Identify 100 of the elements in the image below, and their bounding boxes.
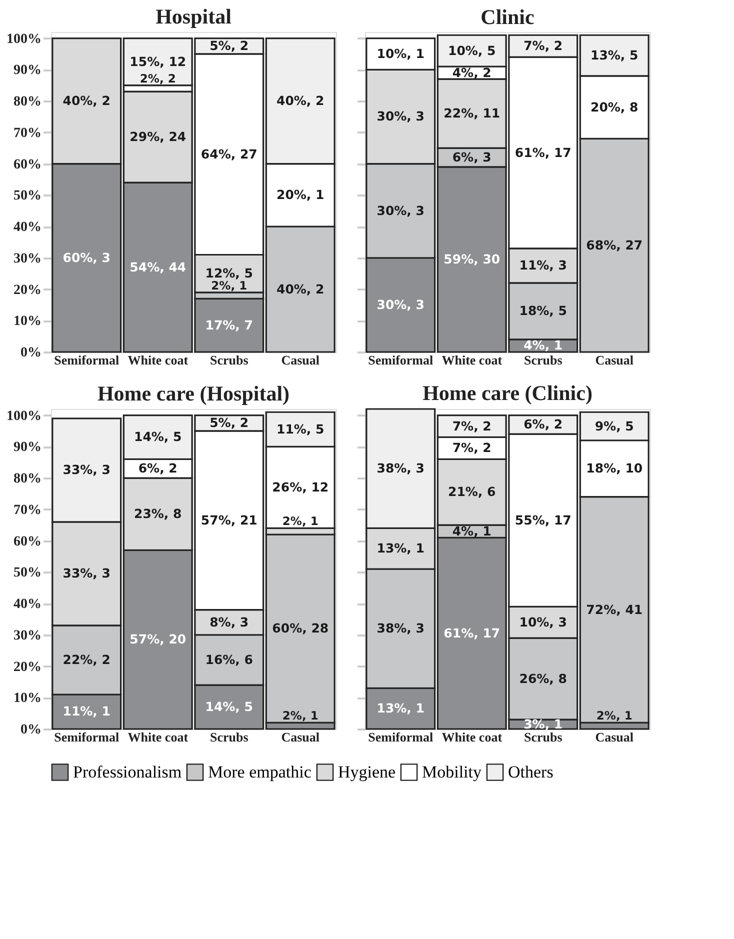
x-tick-label: Scrubs [524, 352, 562, 368]
x-tick-label: White coat [442, 730, 503, 744]
data-label: 29%, 24 [130, 129, 186, 144]
x-tick-label: Semiformal [368, 730, 434, 744]
data-label: 4%, 1 [452, 523, 492, 538]
chart-title: Hospital [156, 4, 232, 28]
chart-title: Clinic [480, 5, 534, 29]
y-tick-label: 40% [14, 597, 42, 612]
legend-label: Others [508, 762, 554, 782]
data-label: 6%, 2 [524, 416, 563, 432]
legend-label: More empathic [208, 762, 312, 782]
y-tick-label: 10% [14, 691, 42, 706]
y-tick-label: 60% [14, 157, 42, 172]
data-label: 21%, 6 [448, 484, 496, 500]
data-label: 5%, 2 [210, 38, 249, 54]
data-label: 38%, 3 [376, 620, 424, 636]
data-label: 13%, 1 [376, 700, 424, 716]
x-tick-label: Scrubs [524, 730, 562, 744]
x-tick-label: White coat [128, 730, 189, 744]
data-label: 7%, 2 [452, 440, 492, 456]
data-label: 8%, 3 [210, 614, 249, 630]
y-tick-label: 30% [14, 628, 42, 644]
data-label: 18%, 5 [519, 303, 567, 318]
data-label: 30%, 3 [376, 296, 424, 312]
data-label: 60%, 28 [272, 620, 329, 636]
x-tick-label: Scrubs [210, 730, 248, 744]
data-label: 4%, 1 [524, 338, 563, 353]
data-label: 57%, 21 [200, 512, 258, 528]
data-label: 7%, 2 [524, 38, 563, 54]
x-tick-label: Casual [281, 730, 320, 744]
x-tick-label: White coat [128, 352, 189, 368]
y-tick-label: 50% [14, 188, 42, 204]
data-label: 17%, 7 [205, 317, 253, 332]
y-tick-label: 90% [14, 440, 42, 456]
y-tick-label: 0% [20, 346, 42, 360]
chart-title: Home care (Hospital) [97, 381, 290, 406]
y-tick-label: 0% [20, 722, 42, 738]
data-label: 30%, 3 [376, 108, 424, 124]
legend-label: Mobility [422, 762, 482, 782]
x-tick-label: Casual [281, 352, 320, 368]
data-label: 4%, 2 [452, 64, 492, 80]
data-label: 38%, 3 [376, 460, 424, 476]
y-tick-label: 70% [14, 502, 42, 518]
x-tick-label: Semiformal [368, 352, 434, 368]
y-tick-label: 30% [14, 251, 42, 266]
legend-label: Hygiene [338, 762, 396, 782]
data-label: 33%, 3 [62, 462, 110, 478]
data-label: 40%, 2 [276, 281, 324, 296]
y-tick-label: 10% [14, 314, 42, 330]
data-label: 11%, 1 [62, 704, 110, 719]
data-label: 40%, 2 [276, 93, 324, 108]
data-label: 16%, 6 [205, 652, 254, 667]
data-label: 2%, 1 [211, 278, 248, 292]
data-label: 55%, 17 [514, 512, 572, 528]
data-label: 10%, 5 [448, 42, 496, 58]
data-label: 20%, 8 [590, 99, 638, 114]
y-tick-label: 40% [14, 220, 42, 236]
data-label: 40%, 2 [62, 93, 110, 108]
data-label: 68%, 27 [586, 237, 643, 252]
y-tick-label: 20% [14, 282, 42, 298]
data-label: 11%, 5 [276, 421, 324, 436]
data-label: 3%, 1 [524, 716, 563, 732]
data-label: 22%, 2 [62, 652, 110, 667]
data-label: 26%, 12 [272, 479, 329, 494]
data-label: 60%, 3 [62, 250, 110, 265]
data-label: 59%, 30 [444, 251, 500, 266]
chart-title: Home care (Clinic) [422, 381, 592, 406]
data-label: 6%, 2 [138, 460, 178, 476]
data-label: 10%, 3 [519, 614, 567, 630]
data-label: 61%, 17 [444, 625, 500, 640]
y-tick-label: 60% [14, 534, 42, 550]
y-tick-label: 100% [6, 408, 42, 424]
data-label: 22%, 11 [444, 106, 500, 121]
data-label: 11%, 3 [519, 258, 567, 273]
data-label: 7%, 2 [452, 418, 492, 434]
data-label: 61%, 17 [514, 144, 572, 160]
y-tick-label: 90% [14, 63, 42, 78]
y-tick-label: 80% [14, 472, 42, 487]
x-tick-label: Semiformal [54, 730, 120, 744]
data-label: 26%, 8 [519, 670, 567, 686]
y-tick-label: 50% [14, 566, 42, 581]
x-tick-label: Casual [595, 352, 634, 368]
y-tick-label: 70% [14, 126, 42, 141]
data-label: 14%, 5 [134, 429, 182, 444]
x-tick-label: Casual [595, 730, 634, 744]
data-label: 6%, 3 [452, 149, 492, 164]
data-label: 54%, 44 [130, 259, 186, 274]
data-label: 30%, 3 [376, 202, 424, 218]
data-label: 33%, 3 [62, 566, 110, 581]
y-tick-label: 100% [6, 32, 42, 47]
data-label: 72%, 41 [586, 602, 643, 617]
data-label: 14%, 5 [205, 699, 253, 714]
data-label: 20%, 1 [276, 187, 324, 202]
data-label: 64%, 27 [200, 146, 258, 162]
data-label: 18%, 10 [586, 460, 643, 476]
data-label: 13%, 1 [376, 540, 424, 556]
y-tick-label: 20% [14, 660, 42, 675]
data-label: 2%, 2 [140, 71, 176, 86]
x-tick-label: Semiformal [54, 352, 120, 368]
x-tick-label: Scrubs [210, 352, 248, 368]
